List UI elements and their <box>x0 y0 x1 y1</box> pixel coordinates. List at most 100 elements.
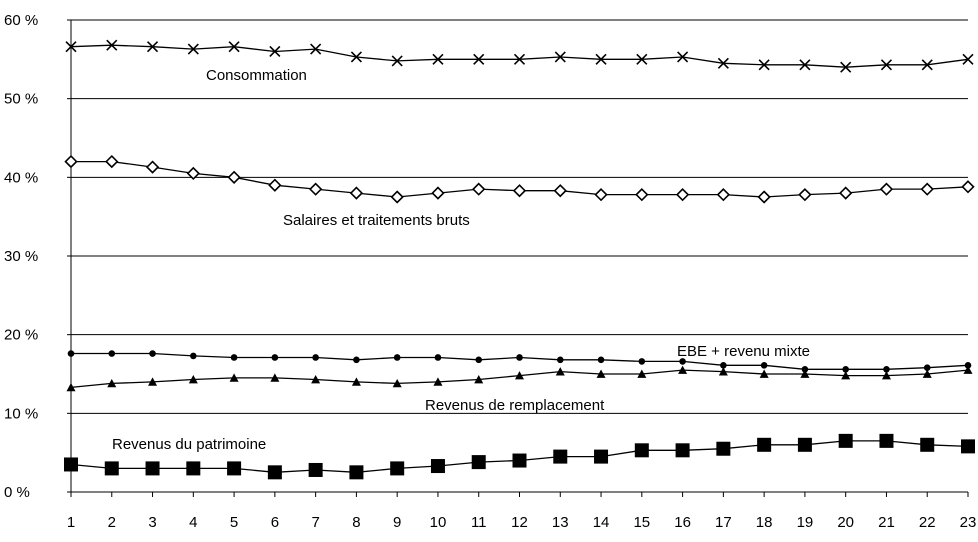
data-point-square <box>675 443 690 458</box>
series-line <box>70 44 969 68</box>
data-point-triangle <box>922 369 932 378</box>
data-point-circle <box>842 365 849 373</box>
x-tick-label: 10 <box>430 514 447 531</box>
data-point-diamond <box>64 154 78 169</box>
x-tick-label: 15 <box>633 514 650 531</box>
data-point-x-marker <box>677 51 689 63</box>
data-point-square <box>186 461 201 476</box>
data-point-square <box>308 462 323 477</box>
data-point-diamond <box>105 154 119 169</box>
data-point-diamond <box>472 182 486 196</box>
data-point-triangle <box>229 373 239 382</box>
x-tick-label: 23 <box>960 514 977 531</box>
data-point-triangle <box>433 377 443 386</box>
data-point-x-marker <box>391 55 403 67</box>
data-point-x-marker <box>65 41 77 53</box>
y-tick-label: 50 % <box>4 91 38 108</box>
series-3 <box>67 350 972 373</box>
data-point-triangle <box>637 369 647 378</box>
data-point-x-marker <box>921 59 933 71</box>
x-tick-label: 4 <box>189 514 197 531</box>
data-point-diamond <box>390 190 404 204</box>
data-point-square <box>553 449 568 464</box>
series-5 <box>64 433 975 480</box>
x-tick-label: 13 <box>552 514 569 531</box>
y-tick-label: 10 % <box>4 405 38 422</box>
series-label-consommation: Consommation <box>206 67 307 84</box>
data-point-x-marker <box>554 51 566 63</box>
data-point-diamond <box>757 190 771 204</box>
series-labels: Consommation Salaires et traitements bru… <box>112 67 810 453</box>
data-point-diamond <box>349 186 364 200</box>
series-label-salaires: Salaires et traitements bruts <box>283 212 470 229</box>
series-4 <box>66 365 973 392</box>
data-point-square <box>716 441 731 456</box>
data-point-circle <box>190 352 197 360</box>
data-point-circle <box>556 356 564 364</box>
data-point-diamond <box>675 188 690 202</box>
data-point-circle <box>230 354 238 361</box>
data-point-circle <box>679 358 686 365</box>
data-point-x-marker <box>473 53 485 65</box>
data-point-x-marker <box>636 53 648 65</box>
data-point-circle <box>516 354 523 361</box>
x-tick-label: 20 <box>837 514 854 531</box>
series-2 <box>64 154 975 204</box>
data-point-square <box>349 465 364 480</box>
data-point-diamond <box>879 182 894 196</box>
data-point-triangle <box>841 371 851 380</box>
data-point-triangle <box>800 369 810 378</box>
data-point-circle <box>434 354 442 361</box>
data-point-square <box>961 439 975 454</box>
x-tick-label: 19 <box>797 514 814 531</box>
data-point-square <box>797 437 812 452</box>
data-point-circle <box>597 356 605 364</box>
data-point-triangle <box>678 365 688 374</box>
x-tick-label: 12 <box>511 514 528 531</box>
data-point-circle <box>801 365 809 373</box>
data-point-square <box>145 461 160 476</box>
data-point-diamond <box>309 182 323 196</box>
data-point-x-marker <box>513 53 526 65</box>
x-tick-label: 6 <box>271 514 279 531</box>
y-tick-label: 40 % <box>4 169 38 186</box>
x-tick-label: 17 <box>715 514 732 531</box>
data-point-x-marker <box>228 41 240 53</box>
data-point-circle <box>108 350 116 357</box>
x-tick-label: 7 <box>311 514 319 531</box>
data-point-triangle <box>596 369 606 378</box>
x-tick-label: 2 <box>108 514 116 531</box>
data-point-square <box>64 457 78 472</box>
data-point-square <box>104 461 119 476</box>
data-point-square <box>512 453 527 468</box>
data-point-square <box>227 461 242 476</box>
data-point-x-marker <box>595 53 607 65</box>
data-point-triangle <box>515 371 524 380</box>
data-point-square <box>920 437 935 452</box>
data-point-circle <box>393 354 401 361</box>
data-point-square <box>430 459 445 474</box>
data-point-square <box>879 433 894 448</box>
data-point-diamond <box>594 188 608 202</box>
data-point-triangle <box>270 373 280 382</box>
x-tick-label: 5 <box>230 514 238 531</box>
series-group <box>64 39 975 480</box>
data-point-square <box>634 443 649 458</box>
data-point-diamond <box>186 166 200 181</box>
data-point-diamond <box>961 180 975 194</box>
data-point-square <box>390 461 405 476</box>
data-point-triangle <box>188 375 198 384</box>
data-point-circle <box>720 362 727 369</box>
data-point-circle <box>67 350 75 357</box>
data-point-circle <box>149 350 156 357</box>
x-tick-label: 9 <box>393 514 401 531</box>
series-label-ebe: EBE + revenu mixte <box>677 343 810 360</box>
data-point-x-marker <box>350 51 362 63</box>
axes: 0 %10 %20 %30 %40 %50 %60 %1 2 3 4 5 6 7 8 9 10 11… <box>4 12 976 531</box>
data-point-x-marker <box>758 59 770 71</box>
data-point-triangle <box>311 375 321 384</box>
x-tick-label: 16 <box>674 514 691 531</box>
data-point-triangle <box>107 378 117 388</box>
data-point-triangle <box>555 367 565 376</box>
